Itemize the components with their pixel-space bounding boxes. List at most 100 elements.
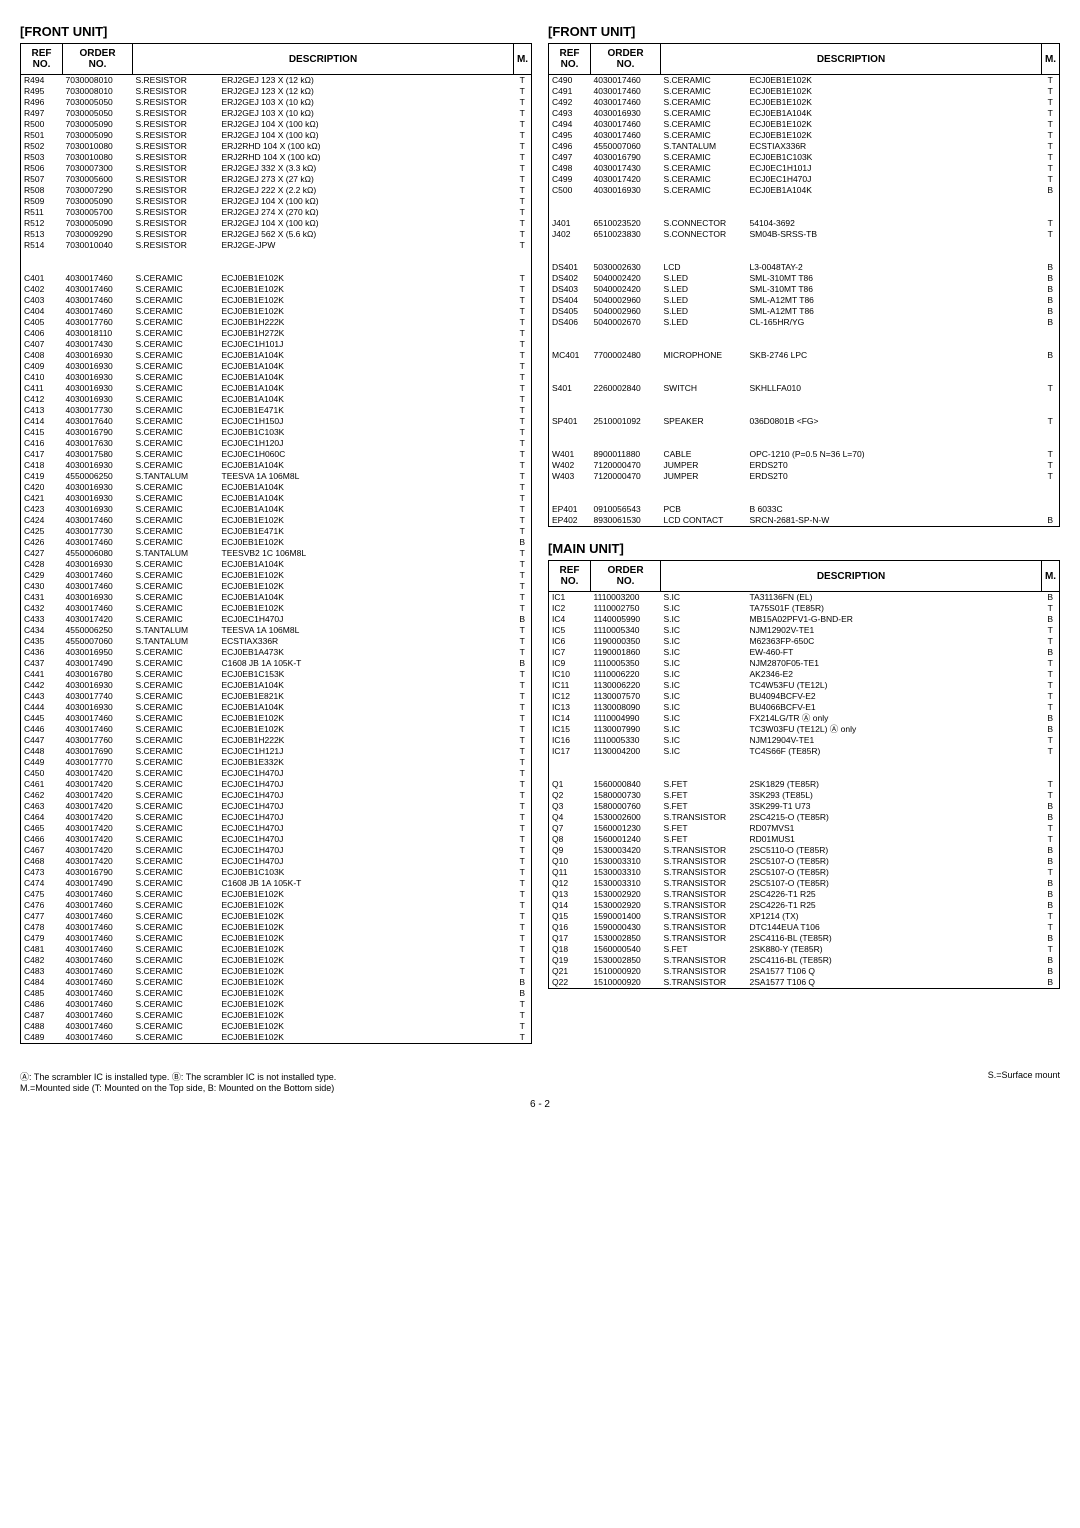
cell-desc: ECJ0EB1C103K	[747, 152, 1042, 163]
cell-m: T	[514, 746, 532, 757]
hdr-ref: REFNO.	[549, 44, 591, 75]
cell-order: 7030007300	[63, 163, 133, 174]
cell-order: 1510000920	[591, 966, 661, 977]
table-row: C4184030016930S.CERAMICECJ0EB1A104KT	[21, 460, 532, 471]
table-row: C4174030017580S.CERAMICECJ0EC1H060CT	[21, 449, 532, 460]
table-row: Q141530002920S.TRANSISTOR2SC4226-T1 R25B	[549, 900, 1060, 911]
cell-desc: ECJ0EB1A104K	[219, 680, 514, 691]
cell-type: S.CERAMIC	[133, 823, 219, 834]
cell-desc: ERJ2GEJ 104 X (100 kΩ)	[219, 218, 514, 229]
table-row: Q131530002920S.TRANSISTOR2SC4226-T1 R25B	[549, 889, 1060, 900]
cell-m: T	[1042, 108, 1060, 119]
cell-order: 4030016950	[63, 647, 133, 658]
cell-type: S.CERAMIC	[133, 570, 219, 581]
cell-m: B	[1042, 284, 1060, 295]
table-row: EP4010910056543PCBB 6033C	[549, 504, 1060, 515]
cell-order: 1530003310	[591, 856, 661, 867]
cell-desc: ECJ0EB1A104K	[219, 460, 514, 471]
cell-type: S.CERAMIC	[133, 867, 219, 878]
cell-order: 4030017460	[63, 955, 133, 966]
cell-m: T	[514, 141, 532, 152]
cell-type: S.TANTALUM	[133, 636, 219, 647]
cell-m: T	[514, 130, 532, 141]
table-row: C4134030017730S.CERAMICECJ0EB1E471KT	[21, 405, 532, 416]
cell-m: T	[514, 757, 532, 768]
cell-m: T	[514, 361, 532, 372]
cell-type: S.CERAMIC	[133, 1021, 219, 1032]
cell-desc: OPC-1210 (P=0.5 N=36 L=70)	[747, 449, 1042, 460]
cell-order: 4030016780	[63, 669, 133, 680]
cell-ref: Q14	[549, 900, 591, 911]
cell-order: 4030016930	[63, 372, 133, 383]
cell-desc: XP1214 (TX)	[747, 911, 1042, 922]
cell-m: T	[1042, 779, 1060, 790]
cell-desc: ECJ0EB1E821K	[219, 691, 514, 702]
cell-ref: EP401	[549, 504, 591, 515]
cell-m: T	[514, 845, 532, 856]
cell-type: S.RESISTOR	[133, 152, 219, 163]
cell-order: 1110003200	[591, 592, 661, 604]
cell-m: T	[514, 955, 532, 966]
cell-desc: ECJ0EB1E102K	[219, 515, 514, 526]
cell-ref: C406	[21, 328, 63, 339]
cell-desc: TC4S66F (TE85R)	[747, 746, 1042, 757]
cell-desc: 2SC4226-T1 R25	[747, 900, 1042, 911]
cell-ref: C435	[21, 636, 63, 647]
cell-m: T	[514, 515, 532, 526]
cell-ref: MC401	[549, 350, 591, 361]
table-row: R5137030009290S.RESISTORERJ2GEJ 562 X (5…	[21, 229, 532, 240]
table-row: C4904030017460S.CERAMICECJ0EB1E102KT	[549, 75, 1060, 87]
table-row: R4967030005050S.RESISTORERJ2GEJ 103 X (1…	[21, 97, 532, 108]
table-row: C4454030017460S.CERAMICECJ0EB1E102KT	[21, 713, 532, 724]
cell-ref: C434	[21, 625, 63, 636]
cell-ref: C483	[21, 966, 63, 977]
cell-desc: ERJ2GEJ 273 X (27 kΩ)	[219, 174, 514, 185]
cell-order: 1190001860	[591, 647, 661, 658]
table-row: Q21580000730S.FET3SK293 (TE85L)T	[549, 790, 1060, 801]
cell-m: T	[514, 944, 532, 955]
spacer-cell	[549, 361, 1060, 372]
table-row: R5007030005090S.RESISTORERJ2GEJ 104 X (1…	[21, 119, 532, 130]
cell-order: 4550006250	[63, 471, 133, 482]
table-row: C4634030017420S.CERAMICECJ0EC1H470JT	[21, 801, 532, 812]
cell-ref: R512	[21, 218, 63, 229]
table-row: C4344550006250S.TANTALUMTEESVA 1A 106M8L…	[21, 625, 532, 636]
table-row: C4504030017420S.CERAMICECJ0EC1H470JT	[21, 768, 532, 779]
cell-m: T	[1042, 86, 1060, 97]
table-row: C4364030016950S.CERAMICECJ0EB1A473KT	[21, 647, 532, 658]
table-row: C4954030017460S.CERAMICECJ0EB1E102KT	[549, 130, 1060, 141]
cell-order: 4030016790	[63, 867, 133, 878]
cell-desc: ECJ0EB1A104K	[219, 372, 514, 383]
cell-m: T	[514, 383, 532, 394]
hdr-desc: DESCRIPTION	[661, 561, 1042, 592]
cell-desc: ECJ0EC1H060C	[219, 449, 514, 460]
cell-ref: Q19	[549, 955, 591, 966]
cell-m: T	[514, 240, 532, 251]
cell-desc: 3SK293 (TE85L)	[747, 790, 1042, 801]
cell-type: S.CERAMIC	[133, 1032, 219, 1044]
cell-ref: R514	[21, 240, 63, 251]
table-row: IC131130008090S.ICBU4066BCFV-E1T	[549, 702, 1060, 713]
cell-order: 4030016790	[591, 152, 661, 163]
spacer-cell	[549, 196, 1060, 207]
table-row	[549, 207, 1060, 218]
cell-order: 7030005050	[63, 97, 133, 108]
cell-order: 4030017460	[63, 537, 133, 548]
cell-ref: R495	[21, 86, 63, 97]
cell-order: 1530002920	[591, 900, 661, 911]
table-row: MC4017700002480MICROPHONESKB-2746 LPCB	[549, 350, 1060, 361]
table-row: C4794030017460S.CERAMICECJ0EB1E102KT	[21, 933, 532, 944]
cell-type: S.TRANSISTOR	[661, 933, 747, 944]
cell-ref: IC1	[549, 592, 591, 604]
cell-desc: ECJ0EB1E102K	[219, 713, 514, 724]
cell-desc: ECSTIAX336R	[747, 141, 1042, 152]
cell-type: S.CERAMIC	[133, 680, 219, 691]
cell-type: S.IC	[661, 614, 747, 625]
cell-order: 5040002960	[591, 306, 661, 317]
cell-type: S.CERAMIC	[661, 174, 747, 185]
cell-type: S.IC	[661, 713, 747, 724]
cell-m: B	[514, 658, 532, 669]
cell-order: 7030005050	[63, 108, 133, 119]
cell-m: T	[514, 966, 532, 977]
cell-type: S.CERAMIC	[133, 394, 219, 405]
